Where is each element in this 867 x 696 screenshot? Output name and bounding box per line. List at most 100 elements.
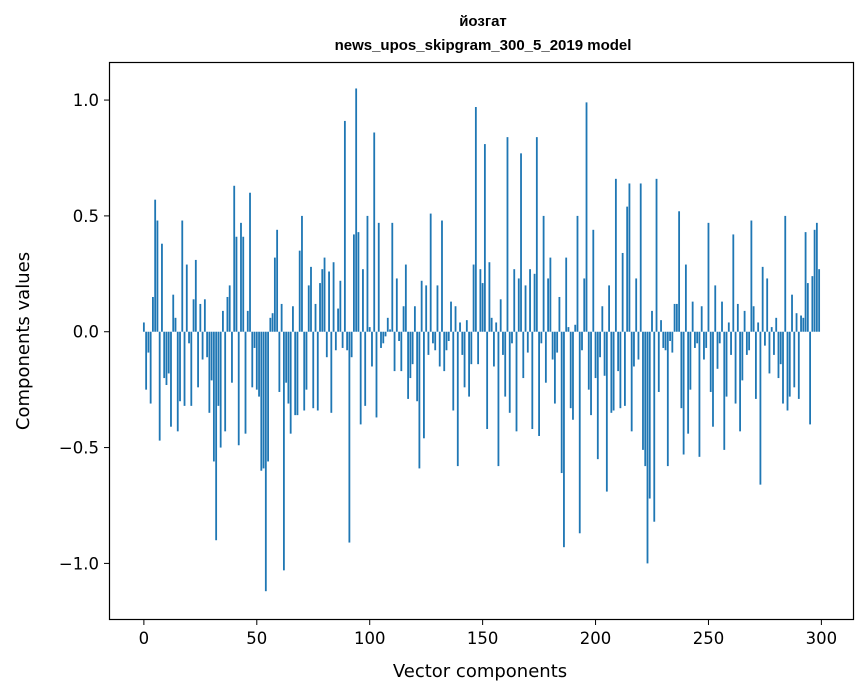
- bar-84: [332, 262, 335, 332]
- bar-17: [181, 220, 184, 332]
- bar-87: [339, 280, 342, 332]
- bar-37: [226, 296, 229, 332]
- bar-59: [276, 229, 279, 332]
- bar-113: [398, 331, 400, 341]
- bar-55: [267, 331, 269, 462]
- bar-39: [231, 331, 233, 383]
- bar-7: [158, 331, 161, 441]
- bar-147: [474, 107, 477, 332]
- bar-141: [461, 331, 464, 355]
- bar-36: [224, 331, 227, 432]
- bar-214: [626, 206, 629, 332]
- bar-99: [366, 215, 369, 332]
- bar-13: [172, 294, 175, 332]
- bar-115: [402, 306, 405, 332]
- bar-225: [651, 310, 653, 332]
- bar-140: [459, 322, 461, 332]
- bar-41: [235, 236, 238, 332]
- bar-116: [404, 264, 407, 332]
- bar-174: [535, 137, 538, 332]
- bar-282: [779, 331, 782, 365]
- bar-243: [691, 301, 694, 332]
- bar-146: [472, 264, 475, 332]
- bar-145: [470, 331, 473, 365]
- x-tick-label: 0: [139, 629, 150, 648]
- bar-61: [280, 303, 283, 332]
- bar-111: [393, 331, 396, 372]
- bar-289: [795, 313, 798, 332]
- bar-25: [199, 303, 202, 332]
- bar-185: [560, 331, 563, 474]
- bar-51: [258, 331, 260, 397]
- bar-235: [673, 303, 676, 332]
- bar-261: [732, 234, 735, 332]
- bar-216: [630, 331, 633, 432]
- bar-46: [246, 310, 249, 332]
- bar-254: [716, 331, 719, 369]
- bar-252: [712, 331, 714, 427]
- bar-213: [624, 331, 626, 406]
- bar-211: [619, 331, 622, 409]
- bar-75: [312, 331, 315, 409]
- bars-group: [142, 88, 821, 592]
- bar-154: [490, 317, 493, 332]
- bar-218: [635, 278, 638, 332]
- bar-295: [809, 331, 811, 425]
- bar-60: [278, 331, 281, 392]
- bar-201: [596, 331, 599, 460]
- bar-131: [438, 331, 441, 367]
- bar-296: [811, 276, 814, 332]
- bar-42: [237, 331, 240, 446]
- bar-221: [642, 331, 644, 450]
- bar-138: [454, 306, 457, 332]
- bar-107: [384, 331, 387, 337]
- bar-38: [228, 285, 231, 332]
- bar-227: [655, 178, 658, 332]
- bar-205: [605, 331, 608, 492]
- bar-242: [689, 331, 692, 390]
- bar-299: [818, 269, 821, 332]
- bar-184: [558, 296, 561, 332]
- bar-206: [608, 285, 610, 332]
- bar-180: [549, 257, 552, 332]
- bar-150: [481, 283, 484, 332]
- bar-68: [296, 331, 299, 416]
- bar-124: [423, 331, 425, 439]
- bar-97: [362, 269, 364, 332]
- bar-199: [592, 229, 595, 332]
- bar-94: [355, 88, 358, 332]
- bar-173: [533, 273, 536, 332]
- bar-2: [147, 331, 150, 353]
- bar-249: [705, 331, 708, 348]
- bar-27: [203, 299, 206, 332]
- bar-81: [325, 331, 328, 358]
- bar-127: [429, 213, 432, 332]
- bar-212: [621, 252, 624, 332]
- bar-8: [161, 243, 163, 332]
- bar-21: [190, 331, 193, 406]
- bar-142: [463, 331, 466, 388]
- bar-293: [804, 232, 807, 332]
- x-tick-label: 300: [806, 629, 838, 648]
- bar-19: [185, 264, 188, 332]
- bar-105: [380, 331, 382, 348]
- bar-273: [759, 331, 762, 485]
- bar-137: [452, 331, 455, 411]
- bar-129: [434, 331, 437, 351]
- bar-285: [786, 331, 789, 411]
- bar-148: [477, 331, 480, 365]
- bar-125: [425, 285, 428, 332]
- bar-143: [465, 320, 468, 332]
- bar-177: [542, 215, 545, 332]
- bar-88: [341, 331, 344, 348]
- bar-276: [766, 278, 769, 332]
- bar-277: [768, 331, 771, 374]
- bar-169: [524, 285, 527, 332]
- bar-259: [727, 322, 730, 332]
- bar-118: [409, 331, 412, 379]
- bar-253: [714, 285, 717, 332]
- bar-73: [307, 285, 310, 332]
- bar-85: [334, 331, 337, 351]
- bar-104: [377, 222, 380, 332]
- bar-194: [581, 331, 583, 351]
